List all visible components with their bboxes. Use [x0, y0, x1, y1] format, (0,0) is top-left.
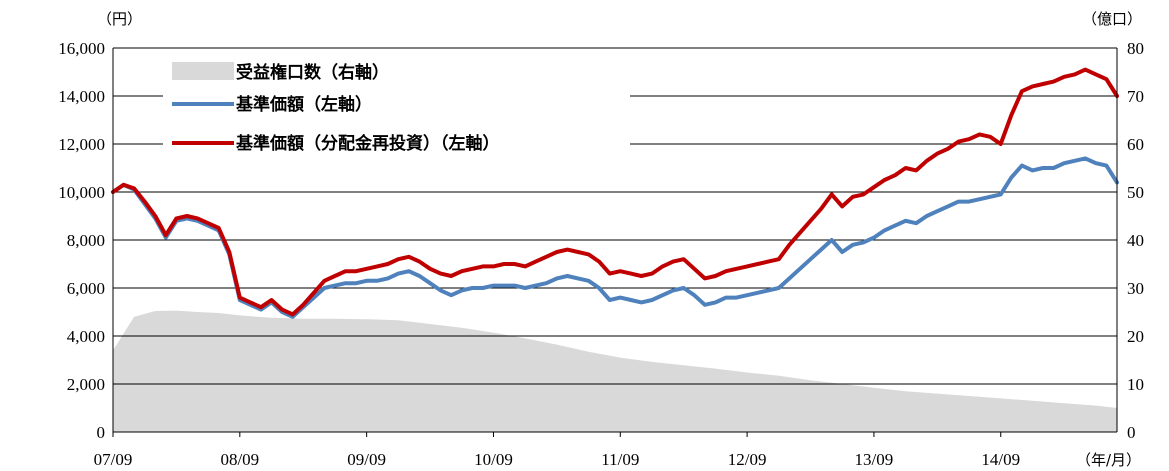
- right-tick-label: 20: [1127, 327, 1144, 346]
- right-tick-label: 0: [1127, 423, 1136, 442]
- legend-label-nav-reinvested: 基準価額（分配金再投資）（左軸）: [235, 133, 500, 154]
- legend-swatch-units: [172, 62, 234, 80]
- right-tick-label: 30: [1127, 279, 1144, 298]
- units-area: [113, 310, 1117, 432]
- legend-label-nav: 基準価額（左軸）: [235, 94, 372, 115]
- left-tick-label: 12,000: [58, 135, 105, 154]
- x-axis-unit-label: （年/月）: [1076, 451, 1141, 469]
- nav-line-series: [111, 67, 1119, 319]
- x-tick-label: 10/09: [474, 450, 513, 469]
- legend-label-units: 受益権口数（右軸）: [236, 62, 389, 83]
- right-tick-label: 40: [1127, 231, 1144, 250]
- nav-reinvested-line: [111, 67, 1119, 317]
- right-tick-label: 70: [1127, 87, 1144, 106]
- left-tick-label: 2,000: [67, 375, 105, 394]
- left-axis-unit-label: （円）: [97, 10, 142, 28]
- tick-labels: 0 0 2,000 10 4,000 20 6,000 30 8,000 40 10,000 50 12…: [58, 39, 1144, 469]
- left-tick-label: 8,000: [67, 231, 105, 250]
- axes: [112, 48, 1118, 437]
- x-tick-label: 14/09: [981, 450, 1020, 469]
- legend: 受益権口数（右軸） 基準価額（左軸） 基準価額（分配金再投資）（左軸）: [163, 58, 630, 158]
- x-tick-label: 08/09: [220, 450, 259, 469]
- right-tick-label: 80: [1127, 39, 1144, 58]
- x-tick-label: 09/09: [347, 450, 386, 469]
- right-axis-unit-label: （億口）: [1082, 10, 1142, 28]
- x-tick-label: 12/09: [728, 450, 767, 469]
- right-tick-label: 50: [1127, 183, 1144, 202]
- right-tick-label: 10: [1127, 375, 1144, 394]
- left-tick-label: 0: [97, 423, 106, 442]
- x-tick-label: 13/09: [855, 450, 894, 469]
- left-tick-label: 16,000: [58, 39, 105, 58]
- units-area-series: [113, 310, 1117, 432]
- left-tick-label: 14,000: [58, 87, 105, 106]
- x-tick-label: 07/09: [94, 450, 133, 469]
- left-tick-label: 10,000: [58, 183, 105, 202]
- legend-background: [163, 58, 630, 158]
- left-tick-label: 6,000: [67, 279, 105, 298]
- x-tick-label: 11/09: [601, 450, 639, 469]
- nav-line: [111, 156, 1119, 319]
- left-tick-label: 4,000: [67, 327, 105, 346]
- right-tick-label: 60: [1127, 135, 1144, 154]
